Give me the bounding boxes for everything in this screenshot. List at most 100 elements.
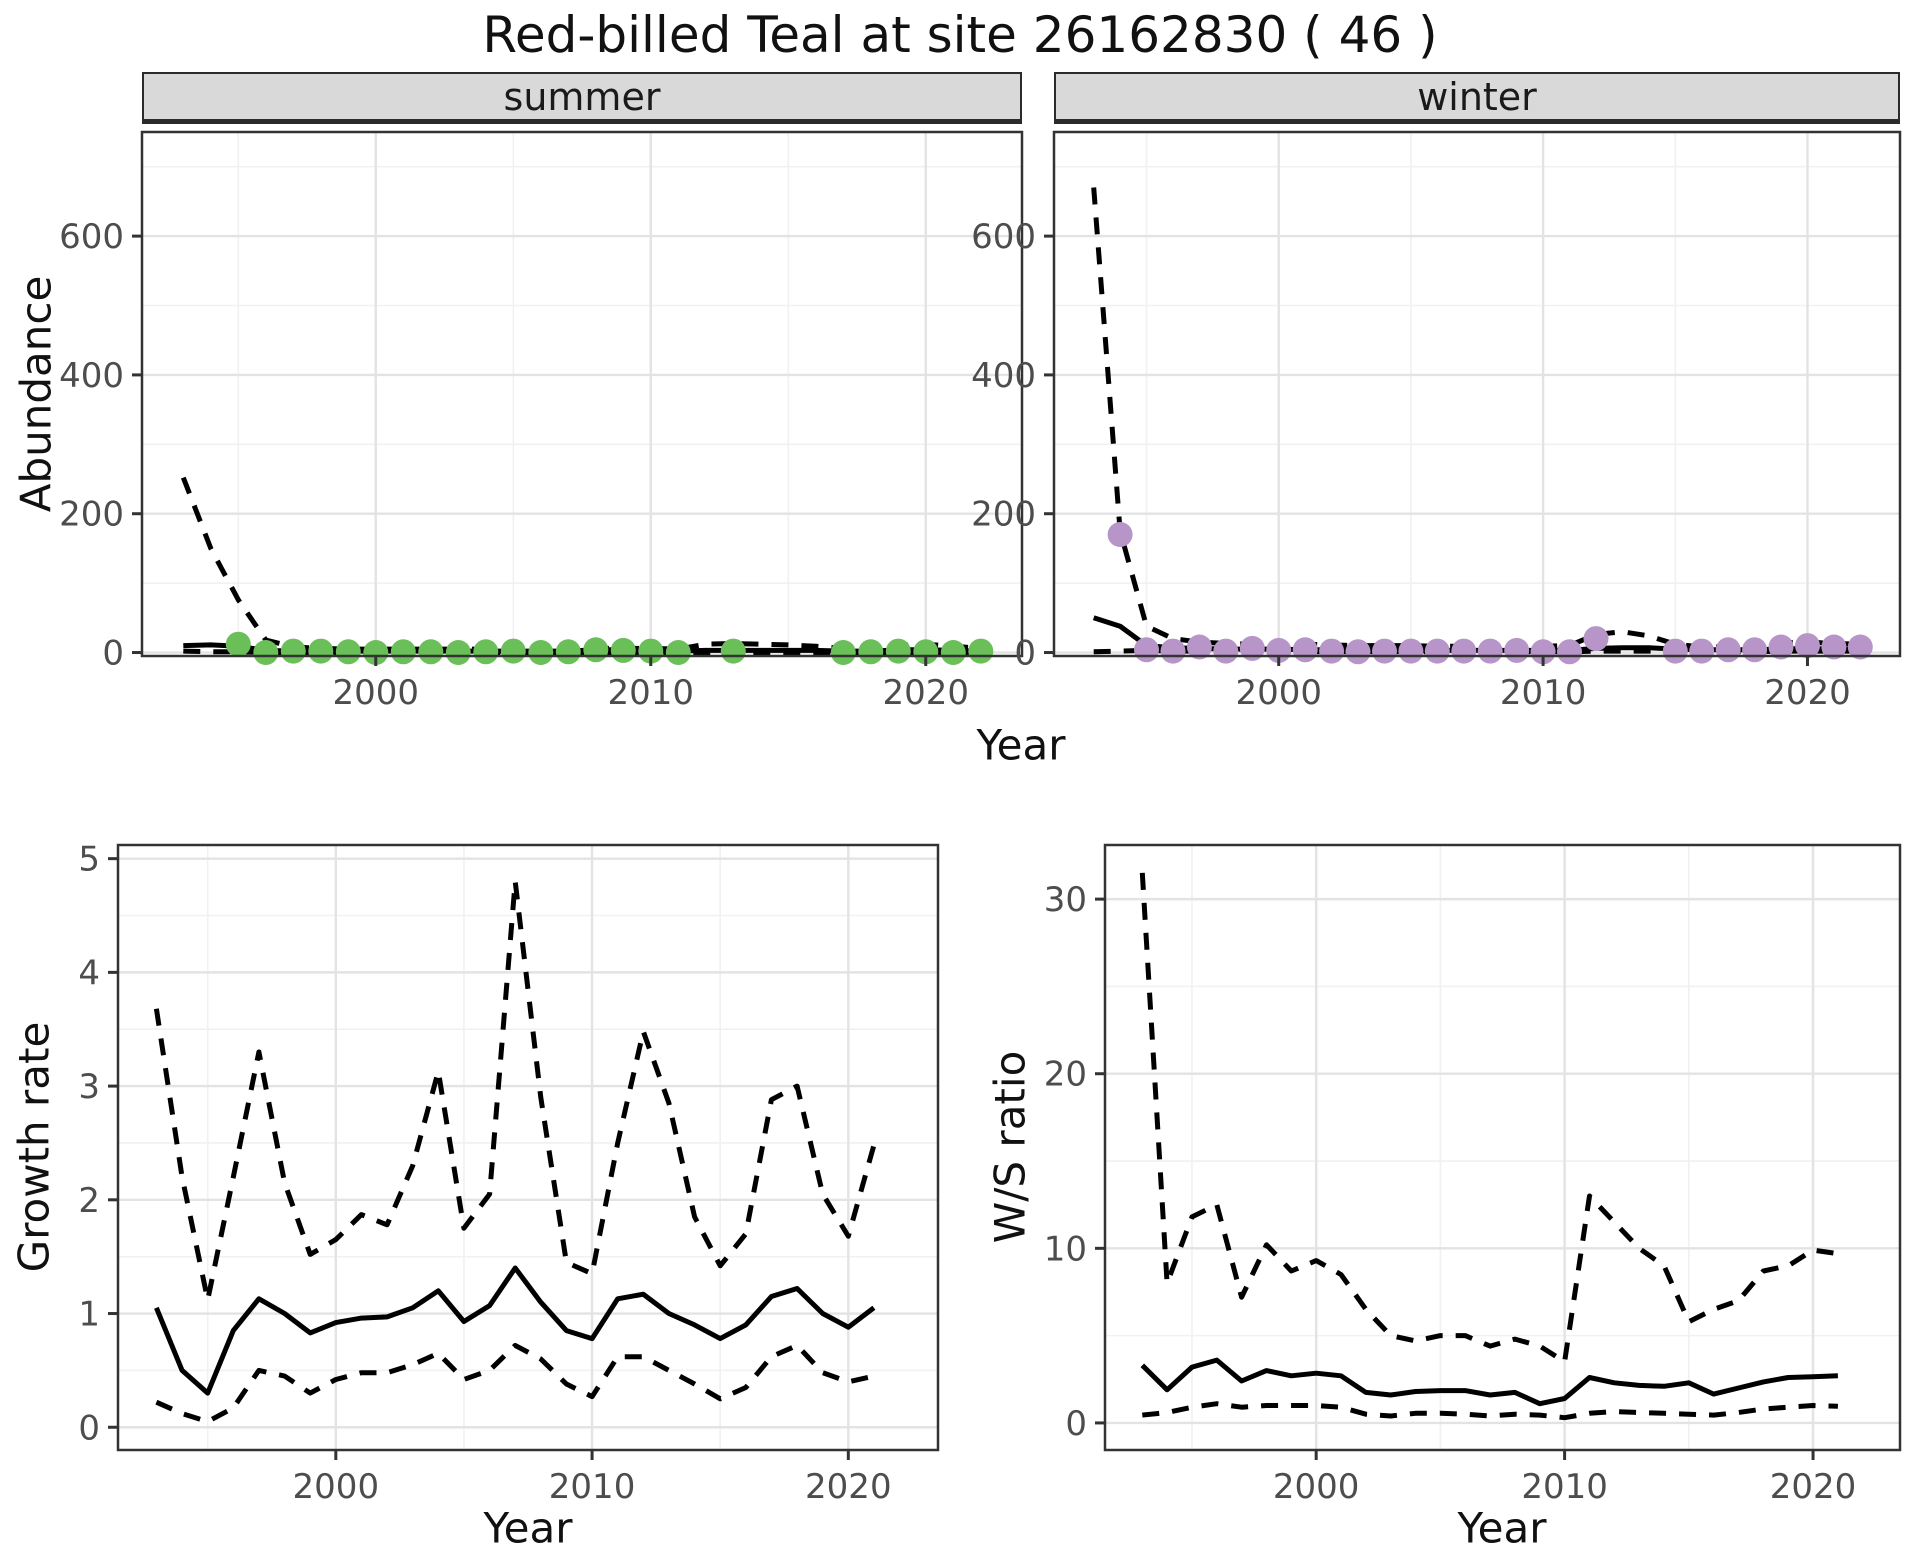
data-point-observed_counts [1345, 639, 1371, 665]
y-tick-label: 0 [102, 634, 124, 674]
data-point-observed_counts [1134, 637, 1159, 663]
data-point-observed_counts [1160, 638, 1186, 664]
data-point-observed_counts [225, 631, 251, 657]
data-point-observed_counts [500, 638, 526, 664]
y-axis-title-ws-ratio: W/S ratio [985, 1050, 1035, 1244]
data-point-observed_counts [1424, 638, 1450, 664]
data-point-observed_counts [1530, 639, 1556, 665]
y-tick-label: 0 [1014, 634, 1036, 674]
data-point-observed_counts [418, 639, 444, 665]
data-point-observed_counts [445, 640, 471, 665]
data-point-observed_counts [1504, 637, 1530, 663]
x-tick-label: 2020 [882, 673, 969, 713]
data-point-observed_counts [583, 637, 609, 663]
y-tick-label: 30 [1044, 880, 1087, 920]
data-point-observed_counts [1213, 638, 1239, 664]
y-tick-label: 20 [1044, 1055, 1087, 1095]
y-axis-title-growth-rate: Growth rate [9, 1021, 59, 1273]
data-point-observed_counts [913, 639, 939, 665]
data-point-observed_counts [1398, 638, 1424, 664]
x-axis-title-ws-ratio: Year [1457, 1503, 1547, 1553]
x-tick-label: 2020 [805, 1467, 892, 1507]
x-tick-label: 2010 [1500, 673, 1587, 713]
data-point-observed_counts [1689, 638, 1715, 664]
lower_ci-line [1142, 1401, 1838, 1421]
median-line [1140, 1357, 1838, 1407]
panel-background [1054, 132, 1900, 656]
data-point-observed_counts [1557, 639, 1582, 665]
median-line [154, 1265, 876, 1396]
upper_ci-line [1139, 872, 1839, 1365]
data-point-observed_counts [280, 638, 306, 664]
data-point-observed_counts [858, 639, 884, 665]
panel-border [140, 130, 1024, 658]
y-tick-label: 2 [78, 1181, 100, 1221]
facet-strip-winter: winter [1054, 72, 1900, 124]
data-point-observed_counts [638, 638, 664, 664]
data-point-observed_counts [1186, 634, 1212, 660]
panel-background [118, 845, 938, 1450]
panel-growth-rate: 0 1 2 3 4 5 2000 2010 2020 [78, 840, 940, 1507]
x-tick-label: 2010 [549, 1467, 636, 1507]
data-point-observed_counts [1795, 633, 1820, 659]
data-point-observed_counts [308, 638, 334, 664]
data-point-observed_counts [1239, 635, 1265, 661]
data-point-observed_counts [1742, 637, 1768, 663]
data-point-observed_counts [1292, 637, 1318, 663]
data-point-observed_counts [940, 640, 966, 665]
y-tick-label: 400 [59, 356, 124, 396]
x-tick-label: 2000 [332, 673, 419, 713]
panel-background [142, 132, 1022, 656]
y-tick-label: 0 [78, 1408, 100, 1448]
facet-strip-summer-label: summer [503, 74, 661, 119]
panel-ws-ratio: 0 10 20 30 2000 2010 2020 [1044, 843, 1902, 1507]
data-point-observed_counts [1662, 638, 1688, 664]
upper_ci-line [153, 878, 877, 1303]
data-point-observed_counts [1107, 522, 1133, 547]
data-point-observed_counts [473, 639, 499, 665]
x-tick-label: 2010 [607, 673, 694, 713]
y-tick-label: 600 [971, 217, 1036, 257]
y-tick-label: 3 [78, 1067, 100, 1107]
y-tick-label: 600 [59, 217, 124, 257]
x-tick-label: 2020 [1764, 673, 1851, 713]
panel-border [116, 843, 940, 1452]
data-point-observed_counts [1821, 634, 1847, 660]
panel-background [1105, 845, 1900, 1450]
facet-strip-winter-label: winter [1417, 74, 1537, 119]
data-point-observed_counts [1372, 638, 1397, 664]
data-point-observed_counts [363, 640, 389, 665]
data-point-observed_counts [253, 640, 279, 665]
x-axis-title-top: Year [976, 720, 1066, 770]
data-point-observed_counts [968, 638, 994, 664]
x-tick-label: 2000 [293, 1467, 380, 1507]
data-point-observed_counts [885, 638, 911, 664]
panel-border [1103, 843, 1902, 1452]
data-point-observed_counts [1583, 626, 1609, 652]
y-axis-title-abundance: Abundance [11, 275, 61, 513]
panel-border [1052, 130, 1902, 658]
data-point-observed_counts [390, 639, 416, 665]
facet-strip-summer: summer [142, 72, 1022, 124]
y-tick-label: 4 [78, 953, 100, 993]
data-point-observed_counts [1477, 638, 1503, 664]
data-point-observed_counts [1847, 634, 1873, 660]
data-point-observed_counts [665, 640, 691, 665]
x-axis-title-growth-rate: Year [483, 1503, 573, 1553]
x-tick-label: 2020 [1770, 1467, 1857, 1507]
data-point-observed_counts [720, 638, 746, 664]
panel-abundance-summer: 0 200 400 600 2000 2010 2020 [59, 130, 1024, 713]
panel-abundance-winter: 0 200 400 600 2000 2010 2020 [971, 130, 1902, 713]
data-point-observed_counts [610, 637, 636, 663]
y-tick-label: 400 [971, 356, 1036, 396]
y-tick-label: 0 [1065, 1404, 1087, 1444]
data-point-observed_counts [335, 639, 361, 665]
lower_ci-line [155, 1342, 875, 1425]
y-tick-label: 5 [78, 840, 100, 880]
y-tick-label: 200 [971, 495, 1036, 535]
data-point-observed_counts [555, 639, 581, 665]
data-point-observed_counts [1768, 634, 1794, 660]
data-point-observed_counts [1319, 638, 1345, 664]
